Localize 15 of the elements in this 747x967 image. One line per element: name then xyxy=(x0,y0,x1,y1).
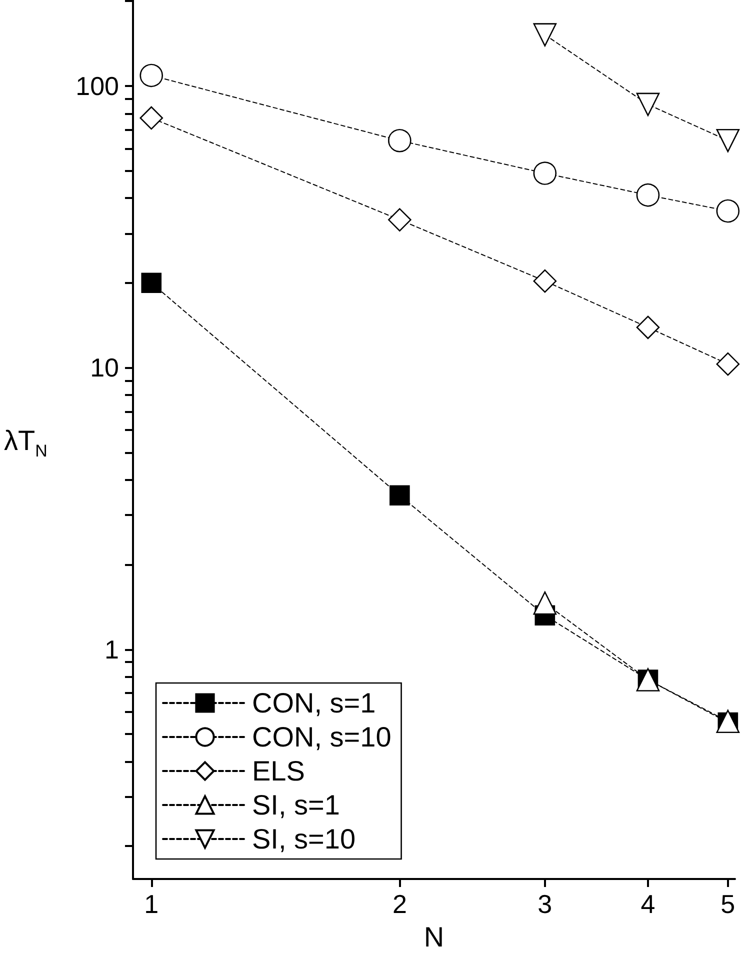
y-axis-title: λT$_{N}$ xyxy=(4,425,48,462)
legend-label: CON, s=10 xyxy=(252,722,392,752)
x-tick-label: 1 xyxy=(144,889,159,919)
y-tick-label: 100 xyxy=(76,71,119,102)
x-tick-label: 3 xyxy=(538,889,552,919)
x-tick-label: 4 xyxy=(640,889,656,919)
legend-label: CON, s=1 xyxy=(252,688,376,718)
x-tick-label: 5 xyxy=(720,889,736,919)
x-axis-title: N xyxy=(424,922,444,952)
y-tick-label: 1 xyxy=(104,634,119,664)
legend-label: ELS xyxy=(252,756,305,786)
x-tick-label: 2 xyxy=(392,889,407,919)
y-tick-label: 10 xyxy=(90,352,119,383)
legend-label: SI, s=10 xyxy=(252,824,356,854)
legend-label: SI, s=1 xyxy=(252,790,340,820)
